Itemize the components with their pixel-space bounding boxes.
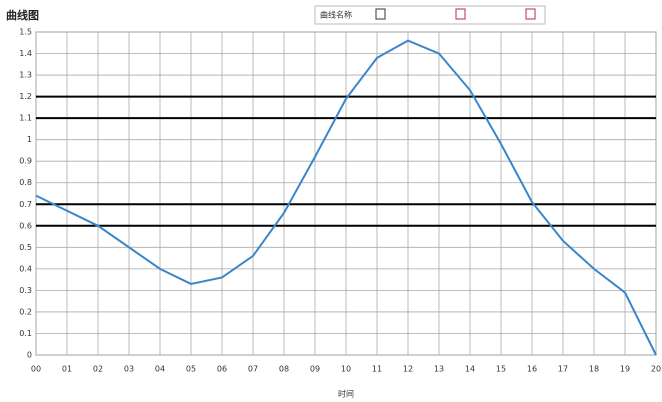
y-tick-label: 0.4 <box>19 264 32 273</box>
x-tick-label: 17 <box>558 365 568 374</box>
x-tick-label: 00 <box>31 365 41 374</box>
x-tick-label: 13 <box>434 365 444 374</box>
legend-icon[interactable] <box>455 8 466 20</box>
y-tick-label: 0.9 <box>19 157 32 166</box>
y-tick-label: 1.5 <box>19 28 32 37</box>
x-tick-label: 10 <box>341 365 351 374</box>
y-tick-label: 1.3 <box>19 71 32 80</box>
x-tick-label: 11 <box>372 365 382 374</box>
x-tick-label: 20 <box>651 365 661 374</box>
y-tick-label: 0.2 <box>19 307 32 316</box>
x-tick-label: 04 <box>155 365 165 374</box>
y-tick-label: 0.8 <box>19 178 32 187</box>
x-tick-label: 16 <box>527 365 537 374</box>
legend-icon[interactable] <box>525 8 536 20</box>
x-tick-label: 14 <box>465 365 475 374</box>
y-tick-label: 1.2 <box>19 92 32 101</box>
chart-title: 曲线图 <box>6 8 39 22</box>
y-tick-label: 0 <box>27 351 32 360</box>
legend-label: 曲线名称 <box>320 10 352 20</box>
y-tick-label: 0.6 <box>19 221 32 230</box>
legend-icons <box>375 8 536 20</box>
x-axis-label: 时间 <box>338 389 354 399</box>
x-tick-label: 18 <box>589 365 599 374</box>
x-tick-label: 09 <box>310 365 320 374</box>
x-tick-label: 05 <box>186 365 196 374</box>
x-tick-label: 19 <box>620 365 630 374</box>
y-tick-label: 0.3 <box>19 286 32 295</box>
data-line <box>35 39 657 356</box>
y-tick-label: 1.1 <box>19 114 32 123</box>
x-tick-label: 06 <box>217 365 227 374</box>
y-tick-label: 0.7 <box>19 200 32 209</box>
y-tick-label: 0.1 <box>19 329 32 338</box>
x-tick-label: 15 <box>496 365 506 374</box>
x-tick-label: 12 <box>403 365 413 374</box>
x-tick-label: 01 <box>62 365 72 374</box>
x-tick-label: 07 <box>248 365 258 374</box>
y-tick-label: 1.4 <box>19 49 32 58</box>
x-tick-label: 08 <box>279 365 289 374</box>
x-tick-label: 03 <box>124 365 134 374</box>
y-tick-label: 0.5 <box>19 243 32 252</box>
x-tick-label: 02 <box>93 365 103 374</box>
legend-box <box>314 5 546 25</box>
y-tick-label: 1 <box>27 135 32 144</box>
legend-icon[interactable] <box>375 8 386 20</box>
